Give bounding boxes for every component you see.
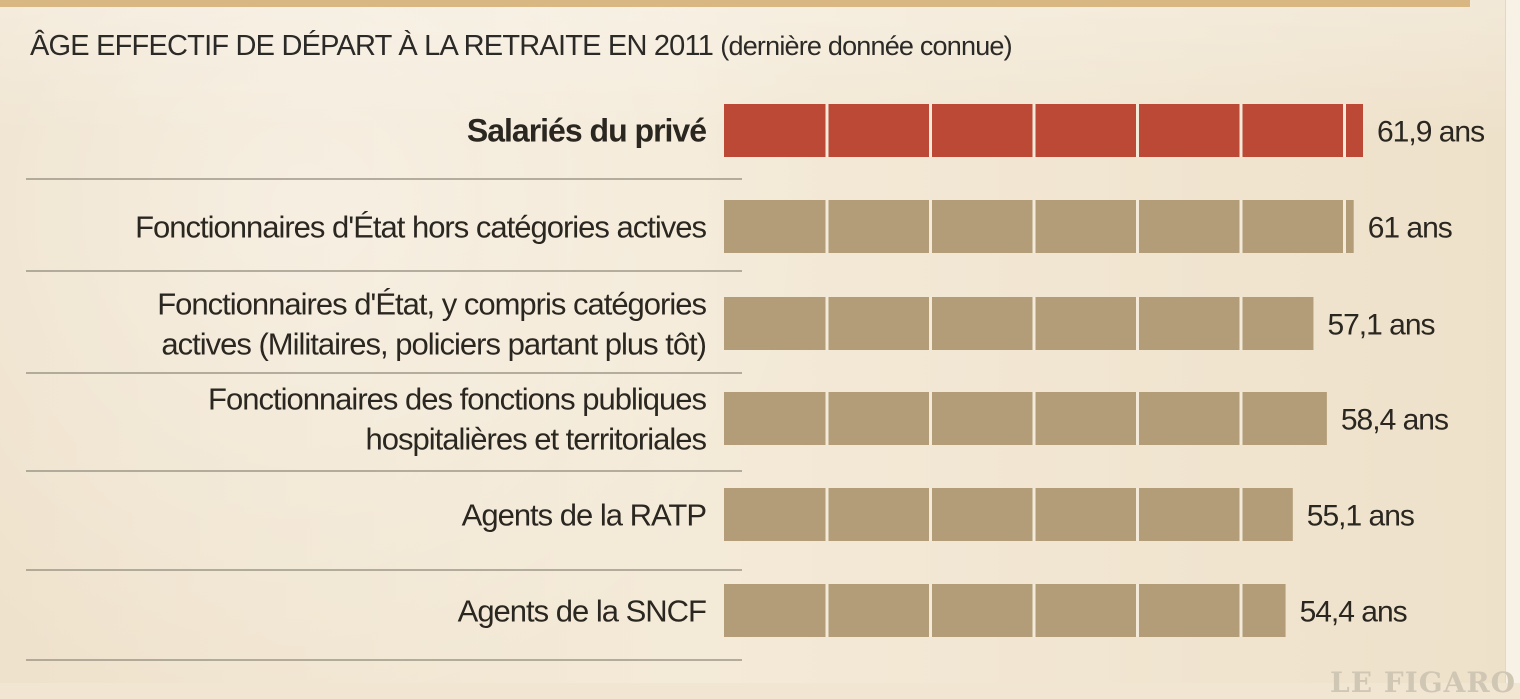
bar (724, 104, 1363, 157)
value-label: 61,9 ans (1377, 116, 1484, 149)
category-label: Fonctionnaires d'État hors catégories ac… (135, 210, 706, 245)
bar (724, 392, 1327, 445)
value-label: 54,4 ans (1300, 596, 1407, 629)
bar-chart: 61,9 ans Salariés du privé 61 ans Fonctionn… (26, 104, 1485, 661)
page-edge (1505, 0, 1520, 683)
category-label: Fonctionnaires d'État, y compris catégor… (157, 287, 706, 322)
top-accent-line (0, 0, 1470, 7)
category-label: Fonctionnaires des fonctions publiques (208, 382, 706, 417)
bar-group: 58,4 ans Fonctionnaires des fonctions pub… (208, 382, 1449, 457)
value-label: 61 ans (1368, 212, 1452, 245)
value-label: 55,1 ans (1307, 500, 1414, 533)
bar-group: 54,4 ans Agents de la SNCF (458, 584, 1408, 637)
chart-subtitle: (dernière donnée connue) (720, 31, 1012, 61)
bar-group: 61 ans Fonctionnaires d'État hors catégor… (135, 200, 1453, 253)
chart-title-block: ÂGE EFFECTIF DE DÉPART À LA RETRAITE EN … (30, 30, 1013, 63)
chart-title: ÂGE EFFECTIF DE DÉPART À LA RETRAITE EN … (30, 30, 714, 62)
value-label: 57,1 ans (1327, 309, 1434, 342)
bar-group: 57,1 ans Fonctionnaires d'État, y compris… (157, 287, 1435, 362)
category-label: hospitalières et territoriales (366, 422, 707, 457)
category-label: Salariés du privé (467, 113, 706, 149)
bar-group: 61,9 ans Salariés du privé (467, 104, 1485, 157)
bar (724, 200, 1354, 253)
value-label: 58,4 ans (1341, 404, 1448, 437)
category-label: actives (Militaires, policiers partant p… (161, 327, 706, 362)
bar-group: 55,1 ans Agents de la RATP (462, 488, 1415, 541)
category-label: Agents de la RATP (462, 498, 707, 533)
bar (724, 584, 1286, 637)
category-label: Agents de la SNCF (458, 594, 706, 629)
bar (724, 297, 1314, 350)
bar (724, 488, 1293, 541)
